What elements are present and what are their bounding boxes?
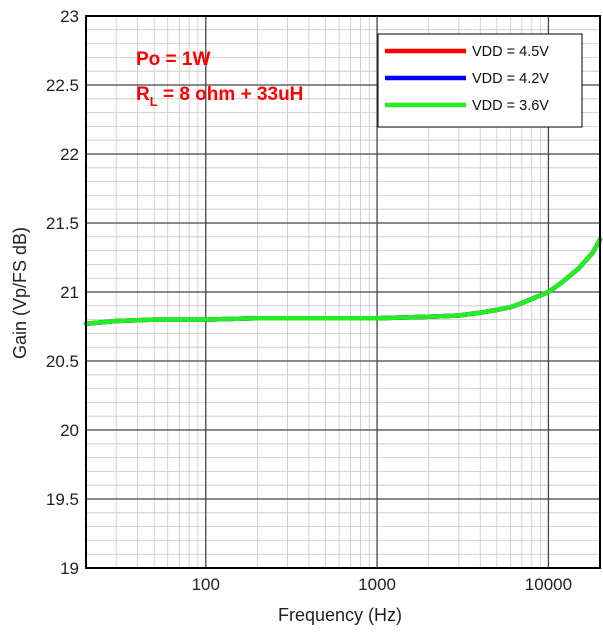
y-tick-label: 19.5 (46, 490, 79, 509)
y-tick-label: 20 (60, 421, 79, 440)
legend-label: VDD = 4.2V (472, 71, 549, 87)
annotation-block: Po = 1W RL = 8 ohm + 33uH (136, 49, 303, 109)
x-tick-label: 1000 (358, 575, 396, 594)
y-tick-label: 23 (60, 7, 79, 26)
y-tick-label: 21 (60, 283, 79, 302)
x-tick-label: 100 (192, 575, 220, 594)
legend: VDD = 4.5V VDD = 4.2V VDD = 3.6V (377, 33, 583, 128)
y-tick-label: 22 (60, 145, 79, 164)
y-tick-label: 21.5 (46, 214, 79, 233)
y-tick-labels: 19 19.5 20 20.5 21 21.5 22 22.5 23 (46, 7, 79, 578)
annotation-po: Po = 1W (136, 49, 210, 70)
x-tick-label: 10000 (525, 575, 572, 594)
x-axis-label: Frequency (Hz) (278, 605, 402, 625)
x-tick-labels: 100 1000 10000 (192, 575, 572, 594)
annotation-rl-main: R (136, 84, 150, 105)
series-line-3 (83, 237, 603, 326)
y-tick-label: 20.5 (46, 352, 79, 371)
legend-label: VDD = 4.5V (472, 44, 549, 60)
annotation-rl: RL = 8 ohm + 33uH (136, 84, 303, 109)
y-axis-label: Gain (Vp/FS dB) (10, 227, 30, 359)
legend-label: VDD = 3.6V (472, 98, 549, 114)
y-tick-label: 19 (60, 559, 79, 578)
series-lines (83, 237, 603, 326)
annotation-rl-rest: = 8 ohm + 33uH (158, 84, 304, 105)
y-tick-label: 22.5 (46, 76, 79, 95)
plot-frame (85, 15, 601, 569)
annotation-rl-sub: L (150, 94, 158, 109)
